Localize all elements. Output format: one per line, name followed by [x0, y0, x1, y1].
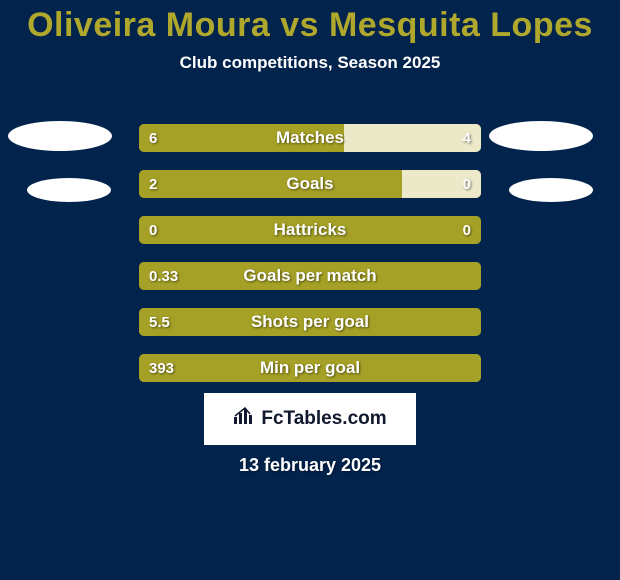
stat-bar-left	[139, 124, 344, 152]
logo-text: FcTables.com	[261, 408, 386, 430]
date-text: 13 february 2025	[0, 455, 620, 476]
logo-box[interactable]: FcTables.com	[204, 393, 416, 445]
stat-bar-left	[139, 216, 481, 244]
stat-bar-left	[139, 262, 481, 290]
stat-row: Matches64	[139, 124, 481, 152]
logo-bars-icon	[233, 407, 255, 431]
stat-bar-left	[139, 354, 481, 382]
stat-row: Shots per goal5.5	[139, 308, 481, 336]
stat-row: Goals per match0.33	[139, 262, 481, 290]
comparison-card: Oliveira Moura vs Mesquita Lopes Club co…	[0, 0, 620, 580]
avatar-left-2	[27, 178, 111, 202]
stat-bar-right	[402, 170, 481, 198]
avatar-right-2	[509, 178, 593, 202]
avatar-right-1	[489, 121, 593, 151]
stat-bar-left	[139, 308, 481, 336]
avatar-left-1	[8, 121, 112, 151]
stat-row: Hattricks00	[139, 216, 481, 244]
stat-row: Goals20	[139, 170, 481, 198]
stats-bars: Matches64 Goals20 Hattricks00 Goals per mat…	[139, 124, 481, 400]
stat-row: Min per goal393	[139, 354, 481, 382]
stat-bar-right	[344, 124, 481, 152]
stat-bar-left	[139, 170, 402, 198]
subtitle: Club competitions, Season 2025	[0, 53, 620, 73]
page-title: Oliveira Moura vs Mesquita Lopes	[0, 0, 620, 45]
